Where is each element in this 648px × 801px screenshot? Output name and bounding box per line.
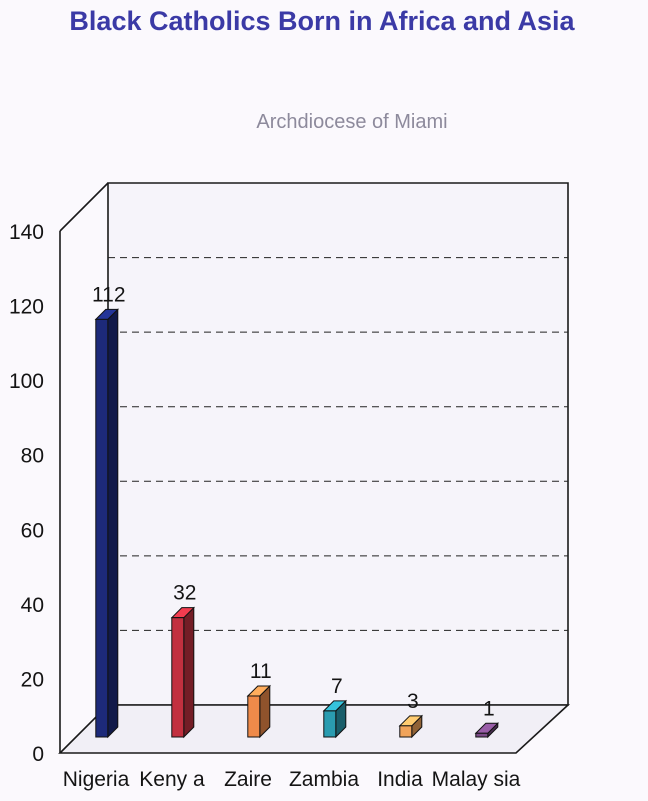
bar-1 (170, 606, 196, 739)
data-label-5: 1 (483, 697, 495, 720)
bar-front-0 (95, 318, 109, 738)
y-tick-label-6: 120 (9, 296, 44, 319)
bar-front-3 (323, 710, 337, 738)
y-tick-label-5: 100 (9, 370, 44, 393)
y-tick-label-4: 80 (21, 445, 44, 468)
bar-3 (322, 699, 348, 739)
plot-frame (58, 182, 571, 754)
category-label-5: Malay sia (432, 768, 521, 791)
y-tick-label-1: 20 (21, 668, 44, 691)
bar-2 (246, 684, 272, 739)
data-label-0: 112 (92, 283, 125, 306)
bar-front-4 (399, 725, 413, 738)
data-label-3: 7 (331, 675, 343, 698)
category-label-1: Keny a (139, 768, 205, 791)
category-label-4: India (377, 768, 423, 791)
bar-front-5 (475, 732, 489, 738)
category-label-0: Nigeria (63, 768, 130, 791)
bar-4 (398, 714, 424, 739)
bar-0 (94, 308, 120, 739)
bar-front-1 (171, 617, 185, 738)
bar-5 (474, 722, 500, 739)
bar-side-0 (107, 308, 119, 739)
y-tick-label-0: 0 (32, 743, 44, 766)
bar-side-1 (183, 606, 195, 739)
y-tick-label-3: 60 (21, 519, 44, 542)
category-label-3: Zambia (289, 768, 359, 791)
chart-subtitle: Archdiocese of Miami (256, 111, 447, 133)
y-tick-labels: 0 20 40 60 80 100 120 140 (9, 221, 44, 766)
category-label-2: Zaire (224, 768, 272, 791)
left-wall-top-edge (59, 182, 109, 232)
data-label-4: 3 (407, 690, 419, 713)
bars (94, 308, 500, 739)
y-tick-label-7: 140 (9, 221, 44, 244)
data-label-1: 32 (173, 582, 196, 605)
data-label-2: 11 (250, 660, 272, 683)
y-tick-label-2: 40 (21, 594, 44, 617)
chart-title: Black Catholics Born in Africa and Asia (69, 6, 575, 36)
category-labels: Nigeria Keny a Zaire Zambia India Malay sia (63, 768, 521, 791)
data-labels: 112 32 11 7 3 1 (92, 283, 495, 720)
bar-front-2 (247, 695, 261, 738)
